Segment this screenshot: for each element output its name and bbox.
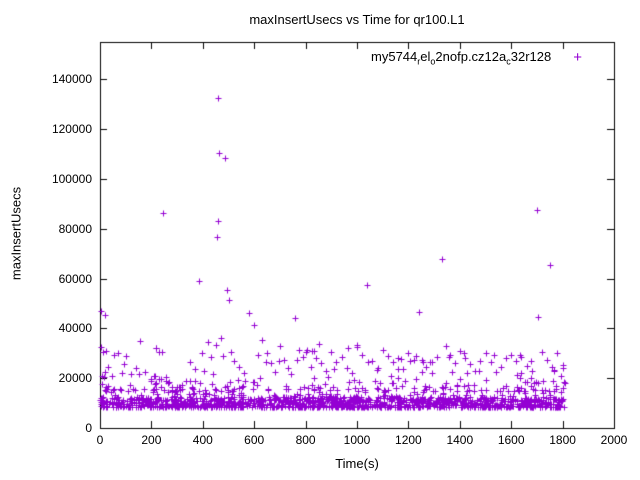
y-tick-label: 60000 (58, 271, 92, 286)
plus-marker-icon: + (573, 49, 582, 67)
x-tick-label: 200 (141, 433, 162, 447)
x-tick-label: 1200 (395, 433, 422, 447)
x-axis-label: Time(s) (335, 456, 379, 471)
x-tick-label: 0 (96, 433, 104, 447)
x-tick-label: 1400 (446, 433, 474, 447)
y-tick-label: 120000 (51, 122, 92, 137)
chart-title: maxInsertUsecs vs Time for qr100.L1 (249, 12, 465, 27)
x-tick-label: 1000 (343, 433, 371, 447)
y-tick-label: 0 (85, 421, 92, 435)
x-tick-label: 1600 (497, 433, 525, 447)
x-tick-label: 600 (244, 433, 265, 447)
x-tick-label: 800 (295, 433, 316, 447)
y-tick-label: 100000 (51, 171, 92, 186)
x-tick-label: 1800 (549, 433, 576, 447)
y-tick-label: 20000 (58, 371, 92, 386)
legend: my5744relo2nofp.cz12ac32r128 + (371, 49, 582, 67)
x-tick-label: 400 (192, 433, 213, 447)
legend-series-label: my5744relo2nofp.cz12ac32r128 (371, 49, 552, 67)
y-tick-label: 140000 (51, 72, 92, 87)
y-tick-label: 80000 (58, 221, 92, 236)
y-tick-label: 40000 (58, 321, 92, 336)
x-tick-label: 2000 (600, 433, 628, 447)
